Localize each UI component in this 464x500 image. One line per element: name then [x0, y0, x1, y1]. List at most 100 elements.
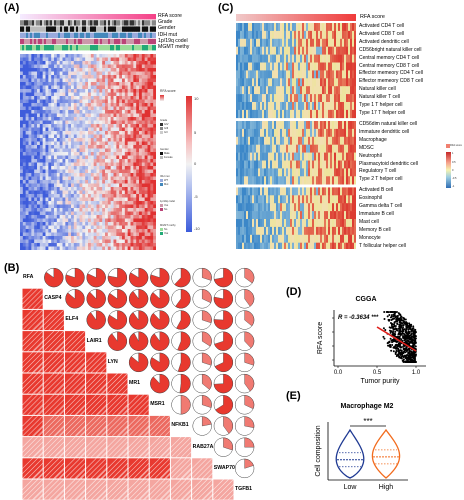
heatmap-cell — [82, 99, 86, 104]
heatmap-cell — [99, 204, 103, 209]
track-cell — [28, 14, 31, 20]
track-cell — [118, 26, 121, 32]
heatmap-cell — [130, 145, 134, 149]
heatmap-cell — [304, 136, 307, 145]
track-cell — [86, 20, 89, 26]
heatmap-cell — [127, 204, 131, 209]
heatmap-cell — [348, 176, 351, 185]
heatmap-cell — [320, 152, 323, 161]
heatmap-cell — [136, 113, 140, 118]
heatmap-cell — [294, 226, 297, 236]
heatmap-cell — [82, 57, 86, 62]
heatmap-cell — [338, 109, 341, 119]
track-cell — [44, 45, 47, 51]
heatmap-cell — [62, 215, 66, 219]
heatmap-cell — [90, 155, 94, 160]
heatmap-cell — [45, 99, 49, 104]
heatmap-cell — [65, 183, 69, 188]
heatmap-cell — [31, 120, 35, 125]
heatmap-cell — [124, 243, 128, 247]
heatmap-cell — [76, 246, 80, 250]
heatmap-cell — [326, 160, 329, 169]
track-cell — [148, 20, 151, 26]
heatmap-cell — [130, 232, 134, 237]
heatmap-cell — [48, 89, 52, 93]
heatmap-cell — [59, 159, 63, 163]
heatmap-cell — [133, 134, 137, 139]
heatmap-cell — [56, 124, 60, 128]
heatmap-cell — [93, 194, 97, 198]
heatmap-cell — [88, 124, 92, 128]
heatmap-cell — [246, 144, 249, 153]
heatmap-cell — [334, 46, 337, 55]
heatmap-cell — [28, 85, 32, 90]
heatmap-cell — [59, 229, 63, 233]
heatmap-cell — [294, 128, 297, 138]
heatmap-cell — [147, 169, 151, 174]
heatmap-cell — [102, 96, 106, 100]
heatmap-cell — [22, 103, 26, 107]
heatmap-cell — [79, 110, 83, 114]
heatmap-cell — [88, 225, 92, 230]
heatmap-cell — [153, 169, 156, 174]
heatmap-cell — [93, 68, 97, 72]
heatmap-cell — [22, 187, 26, 191]
hatch-line — [69, 330, 91, 352]
track-cell — [58, 26, 61, 32]
heatmap-cell — [276, 30, 279, 40]
track-cell — [104, 38, 107, 45]
legend-idh-item: Mut — [164, 183, 169, 186]
heatmap-cell — [136, 197, 140, 202]
heatmap-cell — [96, 155, 100, 160]
legend-mgmt-item: No — [164, 228, 168, 231]
heatmap-cell — [90, 218, 94, 223]
heatmap-cell — [124, 239, 128, 244]
heatmap-cell — [116, 197, 120, 202]
heatmap-cell — [113, 57, 117, 62]
hatch-line — [48, 309, 70, 331]
heatmap-cell — [107, 197, 111, 202]
heatmap-cell — [316, 219, 319, 228]
heatmap-cell — [62, 64, 66, 69]
heatmap-cell — [25, 78, 29, 83]
heatmap-cell — [127, 201, 131, 205]
heatmap-cell — [76, 103, 80, 107]
heatmap-cell — [258, 54, 261, 63]
heatmap-cell — [144, 138, 148, 142]
heatmap-cell — [116, 187, 120, 191]
heatmap-cell — [276, 136, 279, 145]
heatmap-cell — [110, 61, 114, 65]
heatmap-cell — [28, 75, 32, 79]
heatmap-cell — [130, 141, 134, 146]
heatmap-cell — [153, 246, 156, 250]
track-cell — [144, 32, 147, 38]
rfa-bar-cell — [238, 14, 241, 21]
heatmap-cell — [133, 82, 137, 86]
heatmap-cell — [113, 134, 117, 139]
heatmap-cell — [54, 138, 58, 142]
heatmap-cell — [102, 180, 106, 184]
heatmap-cell — [252, 187, 255, 196]
heatmap-cell — [242, 86, 245, 95]
heatmap-cell — [25, 204, 29, 209]
heatmap-cell — [122, 236, 126, 240]
heatmap-cell — [56, 141, 60, 146]
heatmap-cell — [298, 46, 301, 55]
heatmap-cell — [113, 106, 117, 111]
heatmap-cell — [42, 225, 46, 230]
heatmap-cell — [107, 120, 111, 125]
heatmap-cell — [238, 203, 241, 212]
heatmap-cell — [76, 120, 80, 125]
heatmap-cell — [45, 166, 49, 170]
heatmap-cell — [31, 103, 35, 107]
track-cell — [22, 26, 25, 32]
heatmap-cell — [48, 145, 52, 149]
heatmap-cell — [288, 86, 291, 95]
track-cell — [48, 26, 51, 32]
heatmap-cell — [136, 180, 140, 184]
heatmap-cell — [242, 109, 245, 119]
heatmap-cell — [300, 121, 303, 130]
heatmap-cell — [147, 180, 151, 184]
rfa-bar-cell — [270, 14, 273, 21]
heatmap-cell — [124, 89, 128, 93]
